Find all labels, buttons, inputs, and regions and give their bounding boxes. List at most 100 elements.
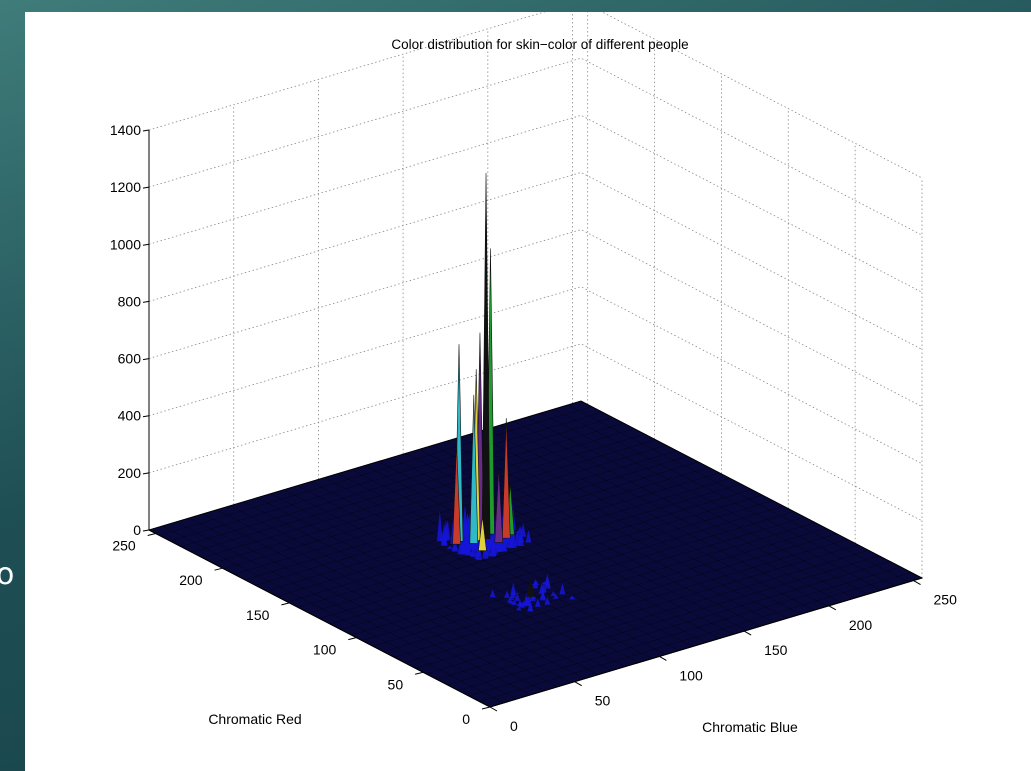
surface-noise-mark	[490, 542, 497, 557]
z-tick-mark	[142, 415, 150, 418]
z-tick-label: 800	[118, 293, 142, 309]
surface-mesh-line	[567, 404, 909, 583]
y-tick-mark	[214, 567, 223, 571]
z-gridline	[148, 171, 923, 350]
surface-chart: 0200400600800100012001400050100150200250…	[110, 12, 957, 735]
surface-noise-mark	[489, 589, 496, 598]
surface-mesh-line	[499, 424, 842, 603]
surface-noise-mark	[536, 592, 543, 594]
surface-noise-mark	[505, 540, 512, 542]
surface-noise-mark	[552, 594, 559, 599]
slide-edge-glyph: o	[0, 557, 15, 592]
surface-noise-mark	[517, 533, 524, 547]
z-gridline	[148, 114, 923, 293]
z-tick-mark	[142, 186, 150, 189]
surface-noise-mark	[534, 598, 541, 607]
surface-peak	[469, 394, 479, 544]
surface-noise-mark	[523, 592, 530, 605]
y-tick-mark	[281, 602, 290, 606]
y-tick-mark	[415, 671, 424, 675]
surface-noise-mark	[463, 530, 470, 545]
surface-mesh-line	[212, 433, 646, 564]
surface-noise-mark	[520, 600, 527, 607]
surface-noise-mark	[514, 593, 521, 601]
surface-noise-mark	[444, 520, 451, 540]
surface-noise-mark	[440, 531, 447, 546]
surface-noise-mark	[510, 582, 517, 596]
surface-noise-mark	[532, 579, 539, 586]
z-tick-mark	[142, 243, 150, 246]
chart-figure: 0 200 400 600 800 1000 1200 1400 0 50 100 150 200 250…	[25, 12, 1031, 771]
surface-mesh-line	[223, 439, 656, 569]
surface-peak	[501, 418, 511, 539]
y-tick-label: 150	[246, 607, 270, 623]
surface-noise-mark	[527, 607, 534, 610]
surface-noise-mark	[465, 549, 472, 553]
surface-noise-mark	[470, 548, 477, 550]
surface-peak	[478, 516, 487, 552]
surface-mesh-line	[405, 453, 747, 631]
x-tick-label: 50	[595, 693, 611, 709]
surface-noise-mark	[520, 522, 527, 537]
x-tick-mark	[913, 580, 921, 585]
surface-mesh-line	[459, 437, 801, 615]
surface-noise-mark	[559, 582, 566, 595]
surface-mesh-line	[540, 412, 882, 591]
surface-noise-mark	[516, 602, 523, 606]
surface-noise-mark	[525, 529, 532, 543]
x-tick-label: 200	[849, 617, 873, 633]
surface-mesh-line	[472, 433, 815, 611]
surface-noise-mark	[515, 606, 522, 611]
x-axis-label: Chromatic Blue	[702, 719, 798, 735]
surface-mesh-line	[553, 408, 896, 587]
surface-peaks	[436, 172, 578, 612]
z-tick-mark	[142, 300, 150, 303]
chart-title: Color distribution for skin−color of dif…	[391, 37, 688, 52]
surface-mesh-line	[526, 416, 869, 595]
surface-noise-mark	[506, 598, 513, 603]
surface-noise-mark	[503, 590, 510, 598]
surface-noise-mark	[527, 605, 534, 608]
z-gridline	[148, 229, 923, 407]
z-tick-label: 1200	[110, 179, 141, 195]
z-tick-mark	[142, 358, 150, 361]
surface-peak	[526, 579, 535, 597]
surface-noise-mark	[514, 529, 521, 538]
x-axis-line	[489, 577, 923, 708]
surface-noise-mark	[475, 545, 482, 557]
z-tick-mark	[142, 472, 150, 475]
surface-noise-mark	[436, 510, 443, 542]
surface-floor	[147, 400, 924, 708]
surface-peak	[481, 172, 491, 540]
surface-mesh-line	[486, 428, 828, 607]
surface-mesh-line	[319, 489, 752, 619]
y-axis-line	[148, 529, 491, 708]
z-tick-label: 1400	[110, 122, 141, 138]
surface-noise-mark	[544, 577, 551, 589]
z-tick-mark	[142, 529, 150, 532]
surface-noise-mark	[446, 545, 453, 549]
x-tick-mark	[574, 681, 582, 687]
surface-noise-mark	[539, 589, 546, 601]
y-tick-label: 100	[313, 642, 337, 658]
surface-peak	[452, 444, 461, 545]
z-tick-label: 1000	[110, 236, 141, 252]
x-tick-mark	[489, 706, 498, 712]
surface-mesh-line	[513, 420, 855, 599]
surface-noise-mark	[569, 595, 576, 600]
surface-mesh-line	[445, 441, 788, 619]
surface-mesh-line	[308, 483, 741, 614]
surface-mesh-line	[159, 406, 592, 536]
y-tick-mark	[147, 532, 156, 536]
surface-noise-mark	[541, 581, 548, 585]
surface-noise-mark	[544, 596, 551, 605]
x-tick-mark	[828, 605, 837, 611]
grid-layer	[148, 12, 923, 579]
surface-noise-mark	[550, 591, 557, 596]
y-tick-label: 200	[179, 572, 203, 588]
y-tick-label: 0	[462, 711, 470, 727]
y-tick-label: 50	[388, 676, 404, 692]
surface-noise-mark	[508, 539, 515, 546]
surface-mesh-line	[378, 461, 720, 639]
surface-mesh-line	[180, 417, 614, 547]
